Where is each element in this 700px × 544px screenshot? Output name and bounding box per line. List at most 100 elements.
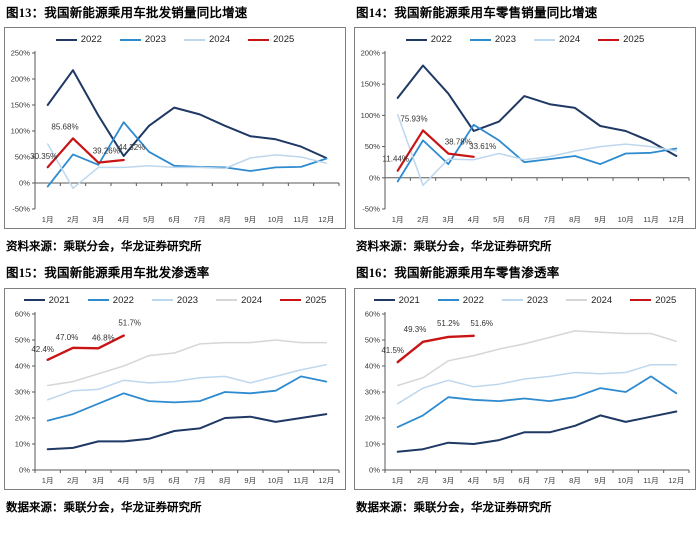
svg-text:6月: 6月 xyxy=(168,476,180,485)
legend-swatch xyxy=(630,299,652,302)
svg-text:30.35%: 30.35% xyxy=(30,153,57,162)
figure-13-title: 图13：我国新能源乘用车批发销量同比增速 xyxy=(6,6,248,20)
svg-text:11月: 11月 xyxy=(293,476,308,485)
legend-label: 2024 xyxy=(209,34,231,46)
svg-text:5月: 5月 xyxy=(493,476,505,485)
charts-grid: 图13：我国新能源乘用车批发销量同比增速 2022 2023 2024 2025 -5… xyxy=(4,6,696,517)
legend-label: 2025 xyxy=(623,34,645,46)
figure-15-legend: 2021 2022 2023 2024 2025 xyxy=(5,293,345,308)
figure-14-source: 资料来源：乘联分会，华龙证券研究所 xyxy=(356,241,552,254)
legend-item-2022: 2022 xyxy=(87,294,134,306)
svg-text:30%: 30% xyxy=(15,387,30,396)
svg-text:0%: 0% xyxy=(369,174,380,183)
legend-item-2023: 2023 xyxy=(469,34,516,45)
svg-text:8月: 8月 xyxy=(569,476,581,485)
svg-text:3月: 3月 xyxy=(92,476,104,485)
figure-14-title: 图14：我国新能源乘用车零售销量同比增速 xyxy=(356,6,598,20)
svg-text:4月: 4月 xyxy=(468,476,480,485)
legend-swatch xyxy=(566,299,588,302)
svg-text:100%: 100% xyxy=(11,127,31,136)
svg-text:1月: 1月 xyxy=(42,215,54,224)
svg-text:200%: 200% xyxy=(11,75,31,84)
figure-16-legend: 2021 2022 2023 2024 2025 xyxy=(355,293,695,308)
figure-15-box: 2021 2022 2023 2024 2025 0% 10% 20% 30% 40% 50% 60… xyxy=(4,287,346,490)
figure-15-panel: 图15：我国新能源乘用车批发渗透率 2021 2022 2023 2024 2025 0… xyxy=(4,266,346,516)
svg-text:9月: 9月 xyxy=(244,476,256,485)
svg-text:9月: 9月 xyxy=(594,215,606,224)
svg-text:7月: 7月 xyxy=(544,476,556,485)
legend-label: 2023 xyxy=(526,294,549,306)
svg-text:11月: 11月 xyxy=(643,215,658,224)
legend-swatch xyxy=(598,38,620,41)
figure-14-panel: 图14：我国新能源乘用车零售销量同比增速 2022 2023 2024 2025 -5… xyxy=(354,6,696,256)
svg-text:3月: 3月 xyxy=(442,215,454,224)
svg-text:2月: 2月 xyxy=(417,476,429,485)
svg-text:2月: 2月 xyxy=(67,215,79,224)
figure-13-legend: 2022 2023 2024 2025 xyxy=(5,32,345,47)
legend-swatch xyxy=(184,38,205,41)
svg-text:4月: 4月 xyxy=(118,476,130,485)
legend-swatch xyxy=(501,299,523,302)
legend-item-2021: 2021 xyxy=(23,294,70,306)
legend-swatch xyxy=(151,299,173,302)
svg-text:4月: 4月 xyxy=(118,215,130,224)
legend-swatch xyxy=(119,38,141,41)
svg-text:50%: 50% xyxy=(15,153,30,162)
svg-text:33.61%: 33.61% xyxy=(469,142,496,151)
legend-item-2022: 2022 xyxy=(55,34,102,45)
svg-text:1月: 1月 xyxy=(392,476,404,485)
legend-label: 2022 xyxy=(430,34,452,46)
svg-text:7月: 7月 xyxy=(544,215,556,224)
figure-13-source: 资料来源：乘联分会，华龙证券研究所 xyxy=(6,241,202,254)
svg-text:9月: 9月 xyxy=(244,215,256,224)
legend-item-2023: 2023 xyxy=(151,295,198,306)
svg-text:50%: 50% xyxy=(15,335,30,344)
legend-label: 2024 xyxy=(559,34,581,46)
legend-swatch xyxy=(248,38,270,41)
svg-text:7月: 7月 xyxy=(194,476,206,485)
figure-14-legend: 2022 2023 2024 2025 xyxy=(355,32,695,47)
svg-text:60%: 60% xyxy=(365,309,380,318)
legend-label: 2021 xyxy=(48,294,70,306)
figure-16-source: 数据来源：乘联分会，华龙证券研究所 xyxy=(356,501,552,514)
svg-text:2月: 2月 xyxy=(417,215,429,224)
svg-text:1月: 1月 xyxy=(42,476,54,485)
legend-item-2024: 2024 xyxy=(566,295,612,306)
figure-13-panel: 图13：我国新能源乘用车批发销量同比增速 2022 2023 2024 2025 -5… xyxy=(4,6,346,256)
svg-text:150%: 150% xyxy=(11,101,31,110)
legend-item-2025: 2025 xyxy=(280,295,326,306)
figure-16-panel: 图16：我国新能源乘用车零售渗透率 2021 2022 2023 2024 2025 0… xyxy=(354,266,696,516)
legend-item-2025: 2025 xyxy=(248,34,294,45)
svg-text:150%: 150% xyxy=(361,80,381,89)
legend-swatch xyxy=(23,299,45,302)
legend-label: 2022 xyxy=(112,294,134,306)
svg-text:60%: 60% xyxy=(15,309,30,318)
svg-text:10月: 10月 xyxy=(268,476,284,485)
svg-text:51.6%: 51.6% xyxy=(470,319,493,328)
svg-text:2月: 2月 xyxy=(67,476,79,485)
svg-text:50%: 50% xyxy=(365,142,380,151)
figure-13-box: 2022 2023 2024 2025 -50% 0% 50% 100% 150% 200% 25… xyxy=(4,27,346,230)
svg-text:5月: 5月 xyxy=(143,476,155,485)
svg-text:11.44%: 11.44% xyxy=(382,155,409,164)
legend-label: 2024 xyxy=(241,294,263,306)
svg-text:11月: 11月 xyxy=(643,476,658,485)
legend-item-2024: 2024 xyxy=(216,295,262,306)
svg-text:38.78%: 38.78% xyxy=(445,138,472,147)
legend-label: 2022 xyxy=(462,294,484,306)
legend-item-2024: 2024 xyxy=(184,34,230,45)
svg-text:40%: 40% xyxy=(365,361,380,370)
svg-text:30%: 30% xyxy=(365,387,380,396)
figure-16-title: 图16：我国新能源乘用车零售渗透率 xyxy=(356,266,560,281)
legend-item-2025: 2025 xyxy=(598,34,644,45)
svg-text:10月: 10月 xyxy=(268,215,284,224)
svg-text:41.5%: 41.5% xyxy=(381,346,404,355)
svg-text:8月: 8月 xyxy=(569,215,581,224)
figure-16-line-chart: 0% 10% 20% 30% 40% 50% 60% 1月 2月 3月 4月 5月 6月 7月 8月 9月 10… xyxy=(365,309,690,485)
legend-item-2025: 2025 xyxy=(630,295,676,306)
legend-item-2022: 2022 xyxy=(437,294,484,306)
svg-text:4月: 4月 xyxy=(468,215,480,224)
svg-text:9月: 9月 xyxy=(594,476,606,485)
svg-text:12月: 12月 xyxy=(668,476,684,485)
figure-16-box: 2021 2022 2023 2024 2025 0% 10% 20% 30% 40% 50% 60… xyxy=(354,287,696,490)
